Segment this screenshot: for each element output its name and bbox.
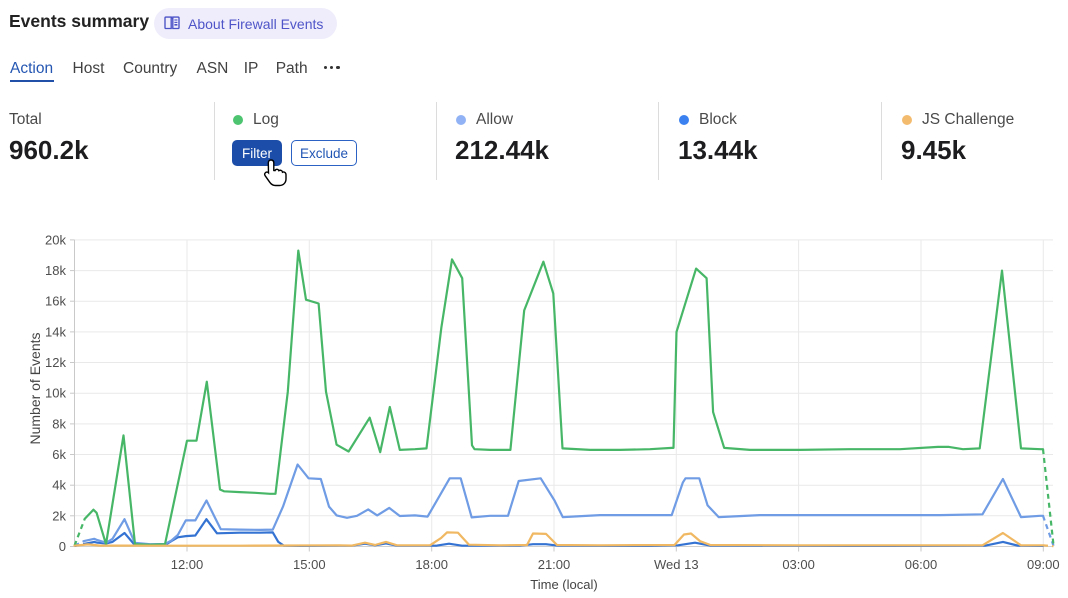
svg-text:21:00: 21:00	[538, 557, 571, 572]
svg-text:2k: 2k	[52, 508, 66, 523]
svg-text:4k: 4k	[52, 478, 66, 493]
svg-text:18:00: 18:00	[415, 557, 448, 572]
svg-text:6k: 6k	[52, 447, 66, 462]
svg-text:09:00: 09:00	[1027, 557, 1060, 572]
svg-text:Number of Events: Number of Events	[27, 332, 43, 444]
svg-text:8k: 8k	[52, 416, 66, 431]
svg-text:06:00: 06:00	[905, 557, 938, 572]
svg-text:18k: 18k	[45, 263, 66, 278]
svg-text:Time (local): Time (local)	[530, 577, 597, 592]
svg-text:03:00: 03:00	[782, 557, 815, 572]
svg-text:15:00: 15:00	[293, 557, 326, 572]
svg-text:12k: 12k	[45, 355, 66, 370]
svg-text:12:00: 12:00	[171, 557, 204, 572]
svg-text:0: 0	[59, 539, 66, 554]
svg-text:14k: 14k	[45, 324, 66, 339]
svg-text:16k: 16k	[45, 294, 66, 309]
svg-text:20k: 20k	[45, 232, 66, 247]
svg-text:10k: 10k	[45, 386, 66, 401]
svg-text:Wed 13: Wed 13	[654, 557, 699, 572]
